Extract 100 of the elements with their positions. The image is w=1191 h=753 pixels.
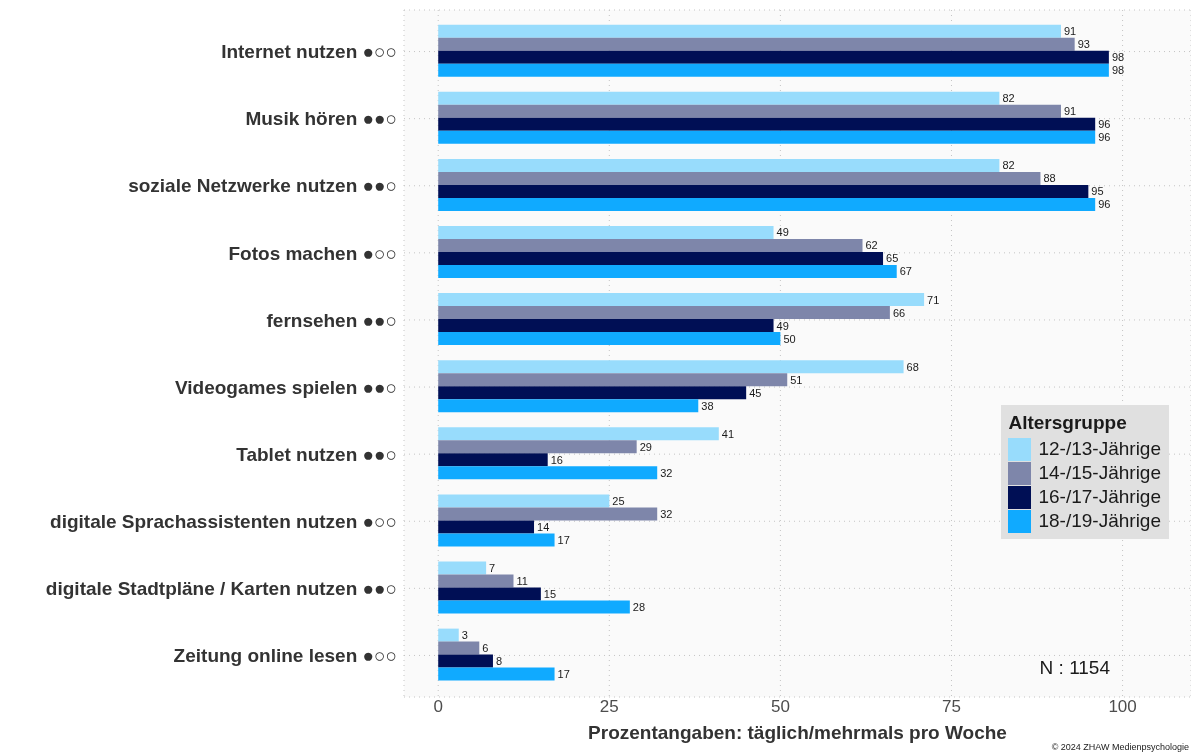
bar [438, 641, 480, 655]
legend-title: Altersgruppe [1008, 411, 1128, 435]
bar [438, 293, 925, 307]
data-label: 67 [899, 265, 912, 278]
bar [438, 427, 719, 441]
bar [438, 226, 774, 240]
bar [438, 440, 637, 454]
y-tick-label: Fotos machen ●○○ [228, 242, 397, 264]
y-tick-label: Tablet nutzen ●●○ [236, 443, 397, 465]
data-label: 17 [557, 668, 570, 681]
data-label: 32 [660, 507, 673, 520]
data-label: 82 [1002, 92, 1015, 105]
bar [438, 332, 781, 346]
bar [438, 628, 459, 642]
bar [438, 252, 884, 266]
data-label: 28 [632, 600, 646, 613]
data-label: 3 [461, 629, 468, 642]
bar [438, 373, 788, 387]
data-label: 96 [1098, 198, 1111, 211]
data-label: 45 [749, 386, 762, 399]
legend-label: 18-/19-Jährige [1038, 510, 1161, 532]
bar [438, 239, 863, 253]
data-label: 91 [1063, 25, 1077, 38]
data-label: 93 [1077, 38, 1090, 51]
data-label: 66 [892, 306, 906, 319]
data-label: 11 [516, 574, 528, 587]
legend-label: 12-/13-Jährige [1038, 438, 1161, 460]
bar [438, 399, 699, 413]
data-label: 82 [1002, 159, 1015, 172]
data-label: 32 [660, 466, 673, 479]
x-tick-label: 0 [433, 697, 443, 717]
legend-label: 14-/15-Jährige [1038, 462, 1161, 484]
data-label: 14 [537, 520, 550, 533]
bar [438, 158, 1000, 172]
bar [438, 37, 1075, 51]
bar [438, 520, 535, 534]
bar [438, 197, 1096, 211]
data-label: 49 [776, 226, 789, 239]
bar [438, 494, 610, 508]
data-label: 98 [1111, 64, 1125, 77]
bar [438, 533, 555, 547]
bar [438, 360, 904, 374]
y-tick-label: Musik hören ●●○ [245, 108, 397, 130]
y-tick-label: Videogames spielen ●●○ [174, 376, 397, 398]
data-label: 16 [550, 453, 563, 466]
data-label: 17 [557, 533, 570, 546]
data-label: 29 [639, 440, 652, 453]
bar [438, 667, 555, 681]
bar [438, 130, 1096, 144]
data-label: 88 [1043, 172, 1056, 185]
x-tick-label: 75 [942, 697, 961, 717]
data-label: 71 [927, 293, 940, 306]
bar [438, 171, 1041, 185]
bar [438, 507, 658, 521]
bar [438, 91, 1000, 105]
data-label: 49 [776, 319, 789, 332]
y-tick-label: digitale Stadtpläne / Karten nutzen ●●○ [45, 578, 397, 600]
bar [438, 306, 890, 320]
y-tick-label: Internet nutzen ●○○ [221, 41, 397, 63]
bar [438, 654, 493, 668]
data-label: 68 [906, 360, 919, 373]
bar [438, 574, 514, 588]
text: © 2024 ZHAW Medienpsychologie [1051, 742, 1189, 752]
data-label: 7 [489, 561, 496, 574]
bar [438, 104, 1061, 118]
bar [438, 265, 897, 279]
data-label: 95 [1091, 185, 1104, 198]
data-label: 96 [1098, 131, 1111, 144]
bar [438, 466, 658, 480]
bar [438, 600, 630, 614]
data-label: 65 [886, 252, 899, 265]
y-tick-label: soziale Netzwerke nutzen ●●○ [128, 175, 397, 197]
bar [438, 117, 1096, 131]
bar [438, 50, 1109, 64]
bar [438, 63, 1109, 77]
annotation: N : 1154 [1039, 657, 1110, 678]
data-label: 41 [721, 427, 735, 440]
data-label: 25 [612, 494, 625, 507]
x-axis-title: Prozentangaben: täglich/mehrmals pro Woche [588, 722, 1007, 743]
data-label: 8 [495, 655, 503, 668]
bar [438, 24, 1061, 38]
legend-label: 16-/17-Jährige [1038, 486, 1161, 508]
bar [438, 386, 747, 400]
data-label: 6 [482, 642, 489, 655]
y-tick-label: Zeitung online lesen ●○○ [173, 645, 397, 667]
data-label: 51 [790, 373, 803, 386]
data-label: 38 [701, 399, 714, 412]
x-tick-label: 50 [770, 697, 790, 717]
data-label: 98 [1111, 51, 1125, 64]
y-tick-label: fernsehen ●●○ [266, 309, 397, 331]
data-label: 50 [783, 332, 796, 345]
y-tick-label: digitale Sprachassistenten nutzen ●○○ [50, 510, 397, 532]
bar [438, 561, 487, 575]
bar [438, 319, 774, 333]
x-tick-label: 25 [599, 697, 619, 717]
data-label: 62 [865, 239, 878, 252]
bar [438, 184, 1089, 198]
data-label: 15 [543, 587, 557, 600]
data-label: 91 [1063, 105, 1077, 118]
data-label: 96 [1098, 118, 1111, 131]
